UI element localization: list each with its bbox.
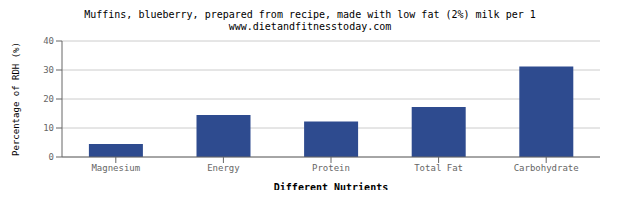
svg-text:Carbohydrate: Carbohydrate	[514, 163, 579, 173]
svg-text:40: 40	[43, 36, 54, 46]
svg-text:30: 30	[43, 65, 54, 75]
svg-text:Energy: Energy	[207, 163, 240, 173]
svg-text:0: 0	[49, 152, 54, 162]
svg-text:10: 10	[43, 123, 54, 133]
svg-text:Different Nutrients: Different Nutrients	[274, 182, 388, 190]
html-text:Muffins, blueberry, prepared f: Muffins, blueberry, prepared from recipe…	[84, 9, 536, 20]
svg-text:Percentage of RDH (%): Percentage of RDH (%)	[11, 42, 21, 156]
svg-text:Protein: Protein	[312, 163, 350, 173]
svg-text:Magnesium: Magnesium	[91, 163, 140, 173]
svg-text:20: 20	[43, 94, 54, 104]
svg-text:Total Fat: Total Fat	[414, 163, 463, 173]
html-text:www.dietandfitnesstoday.com: www.dietandfitnesstoday.com	[228, 21, 392, 32]
